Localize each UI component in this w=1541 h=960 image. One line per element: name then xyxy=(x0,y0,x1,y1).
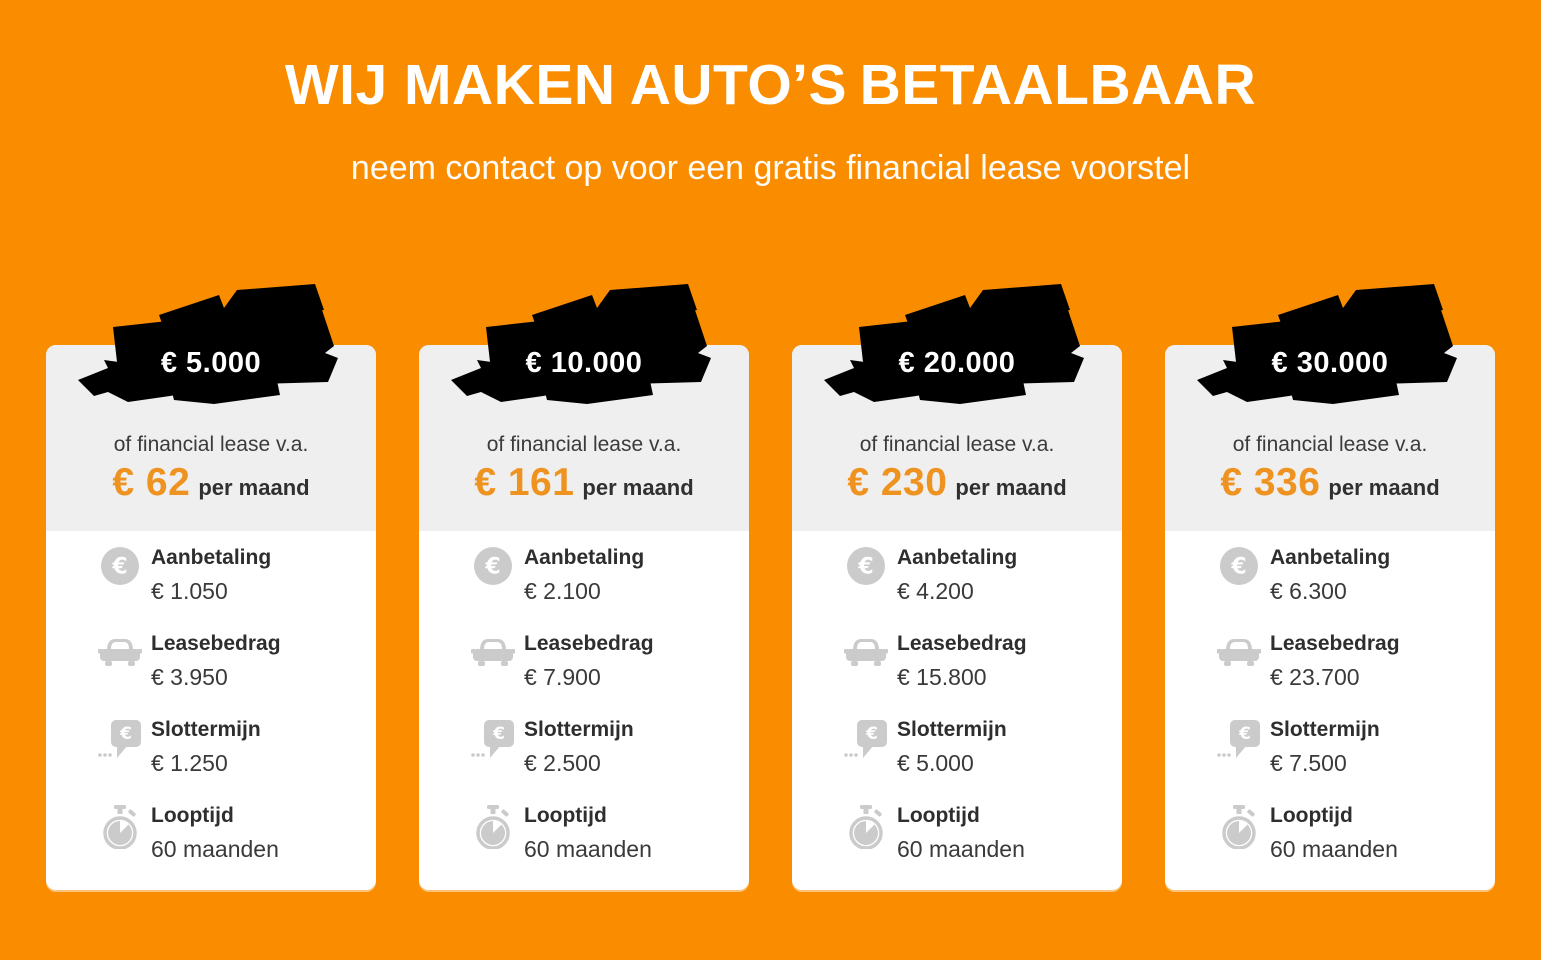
monthly-price-line: € 336 per maand xyxy=(1165,461,1495,505)
feature-label: Slottermijn xyxy=(1270,718,1380,741)
stopwatch-icon xyxy=(844,803,888,849)
feature-value: € 2.100 xyxy=(524,578,601,604)
feature-label: Looptijd xyxy=(524,804,607,827)
feature-label: Leasebedrag xyxy=(1270,632,1400,655)
feature-label: Slottermijn xyxy=(151,718,261,741)
feature-row-looptijd: Looptijd 60 maanden xyxy=(471,803,733,863)
feature-row-looptijd: Looptijd 60 maanden xyxy=(1217,803,1479,863)
feature-row-leasebedrag: Leasebedrag € 3.950 xyxy=(98,631,360,691)
feature-value: 60 maanden xyxy=(1270,836,1398,862)
pricing-cards: € 5.000 of financial lease v.a. € 62 per … xyxy=(46,284,1495,890)
euro-coin-icon xyxy=(844,545,888,587)
banner-header: WIJ MAKEN AUTO’S BETAALBAAR neem contact … xyxy=(0,0,1541,189)
feature-value: 60 maanden xyxy=(524,836,652,862)
feature-value: € 7.900 xyxy=(524,664,601,690)
monthly-suffix: per maand xyxy=(1328,475,1440,500)
feature-label: Looptijd xyxy=(1270,804,1353,827)
feature-value: 60 maanden xyxy=(151,836,279,862)
page-title: WIJ MAKEN AUTO’S BETAALBAAR xyxy=(0,52,1541,118)
feature-row-leasebedrag: Leasebedrag € 15.800 xyxy=(844,631,1106,691)
feature-row-looptijd: Looptijd 60 maanden xyxy=(844,803,1106,863)
feature-value: € 2.500 xyxy=(524,750,601,776)
monthly-suffix: per maand xyxy=(955,475,1067,500)
lease-card-30000: € 30.000 of financial lease v.a. € 336 pe… xyxy=(1165,284,1495,890)
feature-label: Aanbetaling xyxy=(1270,546,1391,569)
feature-row-slottermijn: Slottermijn € 1.250 xyxy=(98,717,360,777)
feature-value: € 7.500 xyxy=(1270,750,1347,776)
feature-value: € 6.300 xyxy=(1270,578,1347,604)
feature-row-leasebedrag: Leasebedrag € 7.900 xyxy=(471,631,733,691)
monthly-amount: € 230 xyxy=(847,461,948,504)
lease-card-20000: € 20.000 of financial lease v.a. € 230 pe… xyxy=(792,284,1122,890)
speech-bubble-euro-icon xyxy=(844,717,888,759)
car-icon xyxy=(1217,631,1261,667)
feature-label: Slottermijn xyxy=(897,718,1007,741)
car-icon xyxy=(471,631,515,667)
euro-coin-icon xyxy=(98,545,142,587)
feature-label: Aanbetaling xyxy=(524,546,645,569)
feature-value: € 4.200 xyxy=(897,578,974,604)
monthly-amount: € 336 xyxy=(1220,461,1321,504)
feature-row-slottermijn: Slottermijn € 7.500 xyxy=(1217,717,1479,777)
feature-label: Leasebedrag xyxy=(151,632,281,655)
monthly-price-line: € 161 per maand xyxy=(419,461,749,505)
speech-bubble-euro-icon xyxy=(98,717,142,759)
feature-value: € 1.250 xyxy=(151,750,228,776)
feature-value: € 23.700 xyxy=(1270,664,1360,690)
feature-row-slottermijn: Slottermijn € 5.000 xyxy=(844,717,1106,777)
feature-value: € 3.950 xyxy=(151,664,228,690)
page-subtitle: neem contact op voor een gratis financia… xyxy=(350,149,1191,187)
feature-value: € 15.800 xyxy=(897,664,987,690)
stopwatch-icon xyxy=(1217,803,1261,849)
feature-label: Aanbetaling xyxy=(151,546,272,569)
feature-label: Looptijd xyxy=(151,804,234,827)
monthly-suffix: per maand xyxy=(582,475,694,500)
card-details: Aanbetaling € 2.100 Leasebedrag € 7.900 … xyxy=(419,531,749,863)
stopwatch-icon xyxy=(471,803,515,849)
feature-label: Leasebedrag xyxy=(897,632,1027,655)
monthly-price-line: € 230 per maand xyxy=(792,461,1122,505)
euro-coin-icon xyxy=(1217,545,1261,587)
vehicle-price: € 30.000 xyxy=(1271,347,1389,379)
feature-value: € 5.000 xyxy=(897,750,974,776)
lease-card-5000: € 5.000 of financial lease v.a. € 62 per … xyxy=(46,284,376,890)
car-icon xyxy=(844,631,888,667)
speech-bubble-euro-icon xyxy=(1217,717,1261,759)
vehicle-price: € 5.000 xyxy=(160,347,262,379)
lease-intro-text: of financial lease v.a. xyxy=(1232,433,1428,456)
feature-label: Aanbetaling xyxy=(897,546,1018,569)
monthly-suffix: per maand xyxy=(198,475,310,500)
vehicle-price: € 10.000 xyxy=(525,347,643,379)
card-details: Aanbetaling € 6.300 Leasebedrag € 23.700… xyxy=(1165,531,1495,863)
feature-row-slottermijn: Slottermijn € 2.500 xyxy=(471,717,733,777)
feature-row-looptijd: Looptijd 60 maanden xyxy=(98,803,360,863)
euro-coin-icon xyxy=(471,545,515,587)
feature-label: Slottermijn xyxy=(524,718,634,741)
feature-row-aanbetaling: Aanbetaling € 4.200 xyxy=(844,545,1106,605)
feature-value: € 1.050 xyxy=(151,578,228,604)
feature-row-aanbetaling: Aanbetaling € 2.100 xyxy=(471,545,733,605)
card-details: Aanbetaling € 1.050 Leasebedrag € 3.950 … xyxy=(46,531,376,863)
lease-intro-text: of financial lease v.a. xyxy=(486,433,682,456)
lease-intro-text: of financial lease v.a. xyxy=(113,433,309,456)
monthly-amount: € 161 xyxy=(474,461,575,504)
car-icon xyxy=(98,631,142,667)
monthly-amount: € 62 xyxy=(112,461,191,504)
feature-row-aanbetaling: Aanbetaling € 6.300 xyxy=(1217,545,1479,605)
speech-bubble-euro-icon xyxy=(471,717,515,759)
vehicle-price: € 20.000 xyxy=(898,347,1016,379)
title-bold: BETAALBAAR xyxy=(859,53,1257,117)
feature-row-leasebedrag: Leasebedrag € 23.700 xyxy=(1217,631,1479,691)
lease-card-10000: € 10.000 of financial lease v.a. € 161 pe… xyxy=(419,284,749,890)
monthly-price-line: € 62 per maand xyxy=(46,461,376,505)
feature-value: 60 maanden xyxy=(897,836,1025,862)
title-regular: WIJ MAKEN AUTO’S xyxy=(284,53,848,117)
lease-intro-text: of financial lease v.a. xyxy=(859,433,1055,456)
feature-row-aanbetaling: Aanbetaling € 1.050 xyxy=(98,545,360,605)
card-details: Aanbetaling € 4.200 Leasebedrag € 15.800… xyxy=(792,531,1122,863)
feature-label: Leasebedrag xyxy=(524,632,654,655)
feature-label: Looptijd xyxy=(897,804,980,827)
stopwatch-icon xyxy=(98,803,142,849)
